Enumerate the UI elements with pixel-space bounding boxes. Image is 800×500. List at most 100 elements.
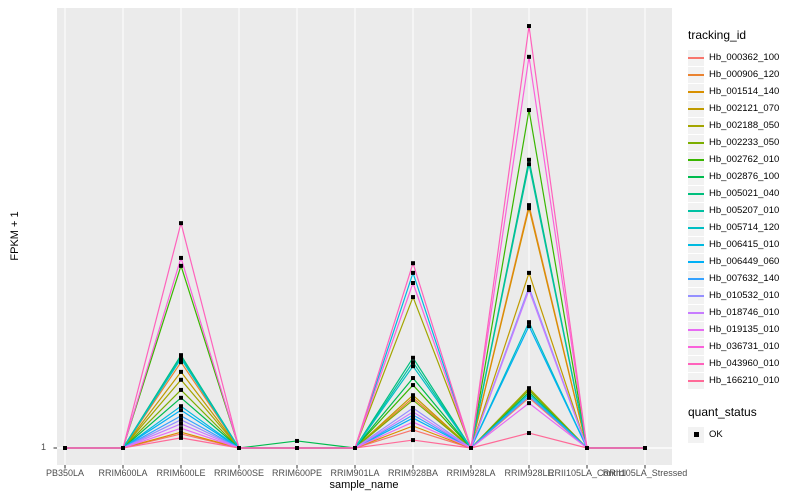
ok-marker-key — [688, 426, 704, 443]
legend-line-icon — [688, 243, 704, 246]
legend-entry: Hb_000906_120 — [688, 66, 798, 83]
legend-key-swatch — [688, 134, 704, 151]
data-point-Hb_166210_010 — [353, 446, 357, 450]
data-point-Hb_166210_010 — [295, 446, 299, 450]
legend-entry: Hb_005714_120 — [688, 219, 798, 236]
data-point-Hb_043960_010 — [411, 261, 415, 266]
legend-line-icon — [688, 73, 704, 76]
y-tick-label: 1 — [40, 442, 46, 452]
legend-entry-label: Hb_002876_100 — [709, 171, 780, 182]
legend-key-swatch — [688, 117, 704, 134]
legend-key-swatch — [688, 287, 704, 304]
data-point-Hb_006415_010 — [527, 391, 531, 396]
data-point-Hb_002762_010 — [527, 108, 531, 113]
legend-entry: Hb_002233_050 — [688, 134, 798, 151]
data-point-Hb_006415_010 — [179, 404, 183, 409]
data-point-Hb_005714_120 — [179, 356, 183, 361]
legend-entry: Hb_006415_010 — [688, 236, 798, 253]
legend-line-icon — [688, 175, 704, 178]
data-point-Hb_018746_010 — [179, 421, 183, 426]
legend-entry-ok: OK — [688, 426, 798, 443]
legend-line-icon — [688, 90, 704, 93]
data-point-Hb_001514_140 — [527, 206, 531, 211]
data-point-Hb_006415_010 — [411, 270, 415, 275]
data-point-Hb_002233_050 — [527, 387, 531, 392]
legend-entry: Hb_000362_100 — [688, 49, 798, 66]
data-point-Hb_019135_010 — [411, 420, 415, 425]
data-point-Hb_010532_010 — [527, 284, 531, 289]
legend-entry-label: Hb_007632_140 — [709, 273, 780, 284]
legend-entry-label: Hb_002188_050 — [709, 120, 780, 131]
data-point-Hb_001514_140 — [179, 430, 183, 435]
data-point-Hb_002762_010 — [411, 383, 415, 388]
data-point-Hb_043960_010 — [179, 221, 183, 226]
legend-entry: Hb_010532_010 — [688, 287, 798, 304]
x-tick-label: RRIM928BA — [387, 468, 439, 478]
data-point-Hb_036731_010 — [527, 54, 531, 59]
data-point-Hb_005207_010 — [527, 162, 531, 167]
data-point-Hb_002188_050 — [411, 295, 415, 300]
legend-key-swatch — [688, 66, 704, 83]
data-point-Hb_000906_120 — [411, 395, 415, 400]
legend-title-tracking-id: tracking_id — [688, 28, 747, 42]
legend-line-icon — [688, 124, 704, 127]
data-point-Hb_036731_010 — [179, 255, 183, 260]
x-tick-label: RRII105LA_Stressed — [602, 468, 688, 478]
x-tick-label: RRIM600PE — [271, 468, 323, 478]
x-tick-label: PB350LA — [45, 468, 85, 478]
legend-line-icon — [688, 294, 704, 297]
x-tick-label: RRIM901LA — [330, 468, 380, 478]
legend-entry-label: Hb_036731_010 — [709, 341, 780, 352]
legend-key-swatch — [688, 236, 704, 253]
data-point-Hb_036731_010 — [411, 281, 415, 285]
data-point-Hb_019135_010 — [179, 426, 183, 431]
legend: tracking_id Hb_000362_100 Hb_000906_120 Hb… — [688, 28, 798, 443]
data-point-Hb_002762_010 — [179, 263, 183, 268]
data-point-Hb_010532_010 — [179, 417, 183, 422]
legend-line-icon — [688, 107, 704, 110]
legend-key-swatch — [688, 185, 704, 202]
legend-line-icon — [688, 379, 704, 382]
data-point-Hb_166210_010 — [237, 446, 241, 450]
legend-entry: Hb_002762_010 — [688, 151, 798, 168]
legend-key-swatch — [688, 100, 704, 117]
data-point-Hb_043960_010 — [527, 24, 531, 29]
data-point-Hb_166210_010 — [121, 446, 125, 450]
data-point-Hb_166210_010 — [527, 431, 531, 436]
x-tick-label: RRIM600SE — [213, 468, 265, 478]
legend-entry: Hb_001514_140 — [688, 83, 798, 100]
data-point-Hb_166210_010 — [585, 446, 589, 450]
legend-entry: Hb_005207_010 — [688, 202, 798, 219]
legend-key-swatch — [688, 49, 704, 66]
data-point-Hb_002121_070 — [411, 393, 415, 398]
legend-entry: Hb_005021_040 — [688, 185, 798, 202]
data-point-Hb_007632_140 — [411, 413, 415, 417]
legend-key-swatch — [688, 372, 704, 389]
legend-entry-label: Hb_002233_050 — [709, 137, 780, 148]
legend-entry: Hb_002121_070 — [688, 100, 798, 117]
legend-entry-label: Hb_005714_120 — [709, 222, 780, 233]
legend-entry-label: Hb_002762_010 — [709, 154, 780, 165]
data-point-Hb_005207_010 — [411, 360, 415, 365]
data-point-Hb_018746_010 — [411, 409, 415, 414]
data-point-Hb_006449_060 — [179, 408, 183, 413]
legend-entries: Hb_000362_100 Hb_000906_120 Hb_001514_140 H… — [688, 49, 798, 389]
legend-key-swatch — [688, 219, 704, 236]
data-point-Hb_000362_100 — [411, 427, 415, 432]
data-point-Hb_166210_010 — [63, 446, 67, 450]
legend-entry-label: OK — [709, 429, 723, 440]
x-tick-label: RRII105LA_Control — [547, 468, 627, 478]
data-point-Hb_166210_010 — [179, 435, 183, 440]
legend-entry-label: Hb_043960_010 — [709, 358, 780, 369]
x-tick-label: RRIM600LE — [156, 468, 206, 478]
legend-key-swatch — [688, 168, 704, 185]
legend-line-icon — [688, 56, 704, 59]
legend-key-swatch — [688, 304, 704, 321]
legend-line-icon — [688, 277, 704, 280]
legend-entry: Hb_006449_060 — [688, 253, 798, 270]
legend-key-swatch — [688, 270, 704, 287]
data-point-Hb_000906_120 — [527, 203, 531, 208]
data-point-Hb_002233_050 — [411, 398, 415, 403]
